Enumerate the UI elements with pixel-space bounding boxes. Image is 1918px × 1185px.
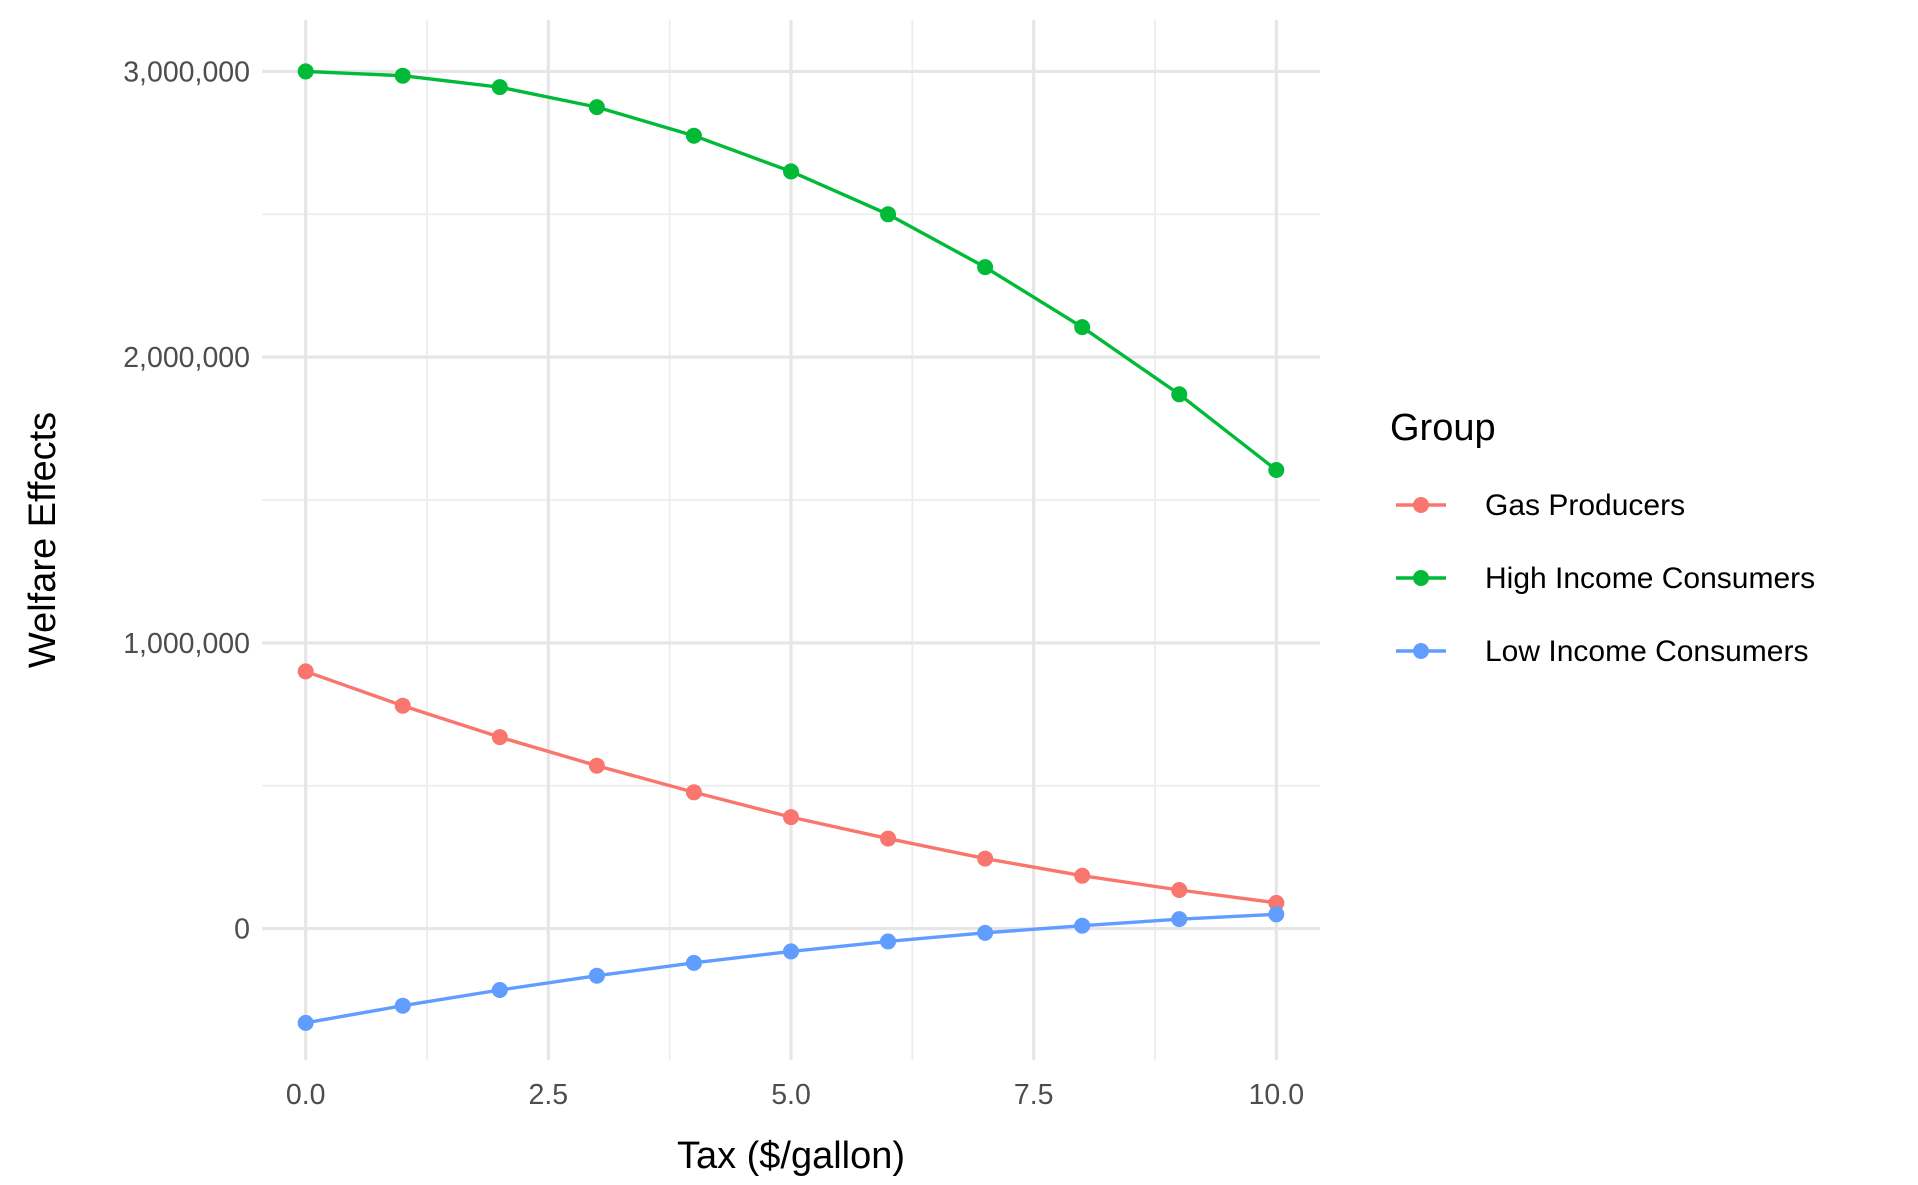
data-point [1074,917,1091,934]
data-point [783,809,799,826]
legend-key-point [1413,570,1429,586]
legend: Group Gas Producers High Income Consumers… [1390,407,1815,668]
x-tick-label: 7.5 [1014,1079,1054,1111]
x-tick-label: 10.0 [1249,1079,1304,1111]
data-point [297,663,314,680]
data-point [588,99,605,116]
series-low-income-consumers [297,906,1285,1031]
y-axis-title: Welfare Effects [22,412,64,668]
legend-item: High Income Consumers [1396,562,1815,595]
series-layer [297,63,1285,1031]
data-point [1171,386,1188,403]
data-point [1171,882,1188,898]
grid [262,20,1320,1060]
legend-label: Low Income Consumers [1485,635,1808,668]
data-point [491,79,508,96]
series-gas-producers [297,663,1285,911]
y-tick-label: 2,000,000 [123,342,250,374]
x-tick-label: 0.0 [286,1079,326,1111]
data-point [297,63,314,80]
data-point [1074,319,1091,336]
data-point [394,67,411,84]
legend-label: Gas Producers [1485,489,1685,522]
data-point [297,1014,314,1031]
data-point [977,924,994,941]
data-point [783,163,799,180]
data-point [588,757,605,774]
data-point [685,127,702,144]
legend-key-point [1413,643,1429,659]
y-tick-label: 0 [234,914,250,946]
data-point [394,997,411,1014]
data-point [1171,911,1188,928]
data-point [880,933,897,950]
data-point [1074,867,1091,884]
data-point [977,850,994,867]
data-point [783,943,799,960]
data-point [1268,894,1285,911]
data-point [491,729,508,746]
x-tick-label: 5.0 [771,1079,811,1111]
data-point [685,784,702,801]
legend-label: High Income Consumers [1485,562,1815,595]
legend-title: Group [1390,407,1496,449]
y-tick-label: 3,000,000 [123,56,250,88]
data-point [880,830,897,847]
series-high-income-consumers [297,63,1285,478]
legend-item: Gas Producers [1396,489,1685,522]
x-axis-title: Tax ($/gallon) [677,1135,905,1177]
data-point [977,259,994,276]
x-tick-label: 2.5 [529,1079,569,1111]
axes: Tax ($/gallon) Welfare Effects 0.0 2.5 5.0… [22,56,1304,1177]
y-tick-label: 1,000,000 [123,628,250,660]
data-point [394,697,411,714]
data-point [491,982,508,998]
legend-item: Low Income Consumers [1396,635,1808,668]
legend-key-point [1413,497,1429,513]
data-point [685,954,702,971]
data-point [588,967,605,984]
data-point [1268,462,1285,478]
data-point [1268,906,1285,923]
data-point [880,206,897,223]
